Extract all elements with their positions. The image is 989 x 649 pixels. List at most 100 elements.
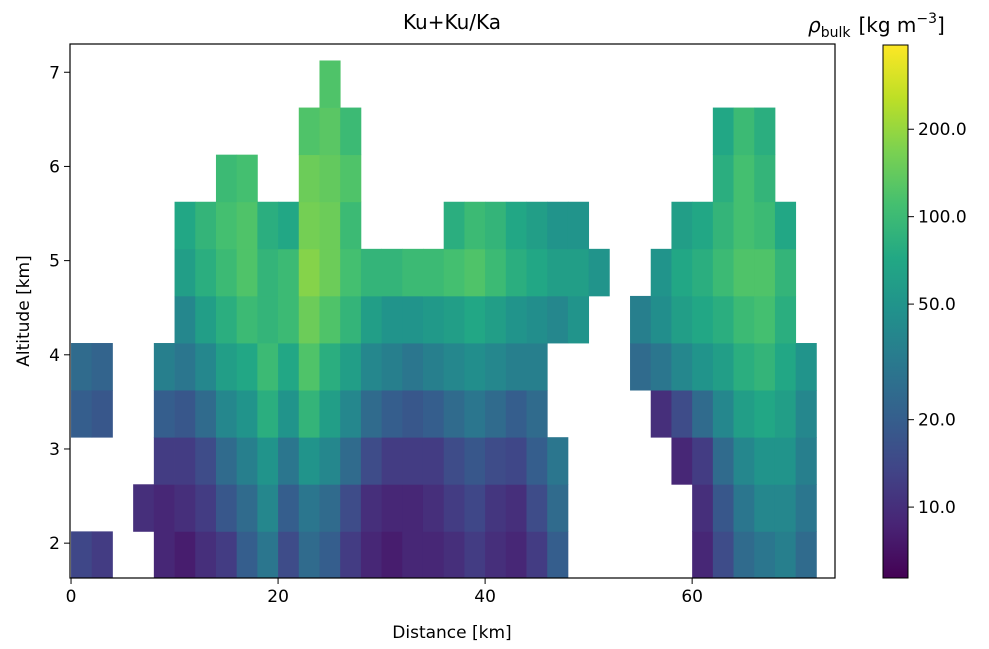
heatmap-cell — [650, 343, 672, 391]
heatmap-cell — [236, 531, 258, 578]
heatmap-cell — [381, 531, 403, 578]
heatmap-cell — [712, 295, 734, 344]
y-tick-label: 6 — [49, 157, 60, 177]
heatmap-cell — [774, 484, 797, 532]
heatmap-cell — [257, 531, 279, 578]
y-tick-label: 3 — [49, 440, 60, 460]
heatmap-cell — [340, 343, 362, 391]
heatmap-cell — [567, 248, 590, 297]
heatmap-cell — [422, 531, 445, 578]
heatmap-cell — [547, 201, 569, 250]
heatmap-cell — [774, 201, 797, 250]
heatmap-cell — [650, 248, 672, 297]
heatmap-cell — [650, 295, 672, 344]
heatmap-cell — [153, 343, 175, 391]
heatmap-cell — [381, 295, 403, 344]
heatmap-cell — [774, 343, 797, 391]
heatmap-cell — [402, 248, 424, 297]
heatmap-cell — [195, 484, 217, 532]
heatmap-cell — [464, 531, 486, 578]
y-tick-label: 2 — [49, 534, 60, 554]
heatmap-cell — [153, 484, 175, 532]
heatmap-cell — [340, 295, 362, 344]
heatmap-cell — [298, 295, 320, 344]
heatmap-cell — [298, 390, 320, 438]
heatmap-cell — [278, 248, 300, 297]
heatmap-cell — [754, 295, 776, 344]
heatmap-cell — [712, 390, 734, 438]
heatmap-cell — [215, 154, 238, 203]
heatmap-cell — [174, 484, 196, 532]
heatmap-cell — [464, 437, 486, 485]
heatmap-cell — [298, 248, 320, 297]
heatmap-cell — [298, 343, 320, 391]
heatmap-cell — [257, 295, 279, 344]
colorbar-tick-label: 20.0 — [918, 411, 956, 431]
heatmap-cell — [754, 390, 776, 438]
heatmap-cell — [340, 390, 362, 438]
heatmap-cell — [298, 437, 320, 485]
x-tick-label: 20 — [267, 587, 289, 607]
heatmap-cell — [360, 390, 382, 438]
heatmap-cell — [443, 248, 465, 297]
heatmap-cell — [692, 201, 714, 250]
heatmap-cell — [340, 201, 362, 250]
heatmap-cell — [402, 484, 424, 532]
heatmap-cell — [754, 437, 776, 485]
heatmap-cell — [360, 437, 382, 485]
heatmap-cell — [360, 295, 382, 344]
heatmap-cell — [319, 248, 341, 297]
heatmap-cell — [692, 295, 714, 344]
heatmap-cell — [464, 484, 486, 532]
heatmap-cell — [485, 343, 507, 391]
heatmap-cell — [340, 107, 362, 156]
heatmap-cell — [422, 248, 445, 297]
heatmap-cell — [91, 390, 113, 438]
heatmap-cell — [505, 390, 527, 438]
heatmap-cell — [215, 295, 238, 344]
heatmap-cell — [630, 343, 652, 391]
heatmap-cell — [381, 484, 403, 532]
heatmap-cell — [671, 295, 693, 344]
heatmap-cell — [443, 437, 465, 485]
heatmap-cell — [71, 531, 93, 578]
heatmap-cell — [422, 390, 445, 438]
heatmap-cell — [526, 343, 548, 391]
colorbar-tick-label: 200.0 — [918, 120, 967, 140]
heatmap-cell — [733, 390, 755, 438]
heatmap-cell — [278, 484, 300, 532]
heatmap-cell — [485, 484, 507, 532]
heatmap-cell — [215, 531, 238, 578]
heatmap-cell — [153, 437, 175, 485]
heatmap-cell — [526, 531, 548, 578]
heatmap-cell — [692, 531, 714, 578]
heatmap-cell — [195, 201, 217, 250]
heatmap-cell — [733, 484, 755, 532]
heatmap-cell — [257, 343, 279, 391]
heatmap-cell — [91, 343, 113, 391]
heatmap-cell — [298, 201, 320, 250]
heatmap-cell — [526, 295, 548, 344]
heatmap-cell — [381, 343, 403, 391]
heatmap-cell — [505, 437, 527, 485]
heatmap-cell — [360, 484, 382, 532]
heatmap-cell — [278, 531, 300, 578]
heatmap-cell — [236, 484, 258, 532]
heatmap-cell — [774, 531, 797, 578]
heatmap-cell — [754, 484, 776, 532]
heatmap-cell — [153, 531, 175, 578]
heatmap-cell — [485, 437, 507, 485]
heatmap-cell — [754, 154, 776, 203]
heatmap-cell — [443, 201, 465, 250]
heatmap-cell — [319, 60, 341, 108]
heatmap-cell — [381, 437, 403, 485]
heatmap-cell — [547, 437, 569, 485]
heatmap-cell — [733, 437, 755, 485]
heatmap-cell — [402, 531, 424, 578]
heatmap-cell — [215, 248, 238, 297]
heatmap-cell — [215, 343, 238, 391]
heatmap-cell — [733, 295, 755, 344]
heatmap-cell — [278, 437, 300, 485]
heatmap-cell — [340, 154, 362, 203]
